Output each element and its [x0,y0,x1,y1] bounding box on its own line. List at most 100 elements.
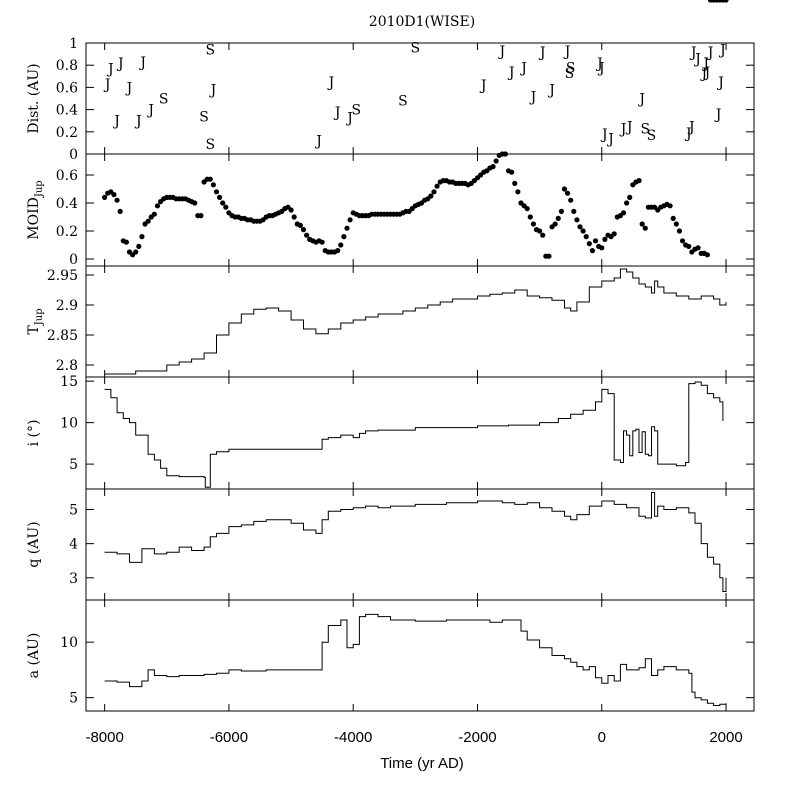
y-tick-label: 0.2 [56,125,78,141]
data-point [502,151,509,157]
encounter-marker-J: J [112,114,120,130]
y-axis-label-a: a (AU) [26,633,42,679]
data-point [335,248,341,254]
encounter-marker-J: J [116,56,124,72]
encounter-marker-S: S [199,109,209,125]
encounter-marker-S: S [398,94,408,110]
data-point [524,206,530,212]
data-point [580,228,586,234]
encounter-marker-J: J [314,134,322,150]
encounter-marker-J: J [684,126,692,142]
encounter-marker-S: S [411,40,421,56]
data-point [288,207,294,213]
data-point [338,242,344,248]
encounter-marker-J: J [106,62,114,78]
data-point [620,210,627,216]
data-point [154,203,161,209]
data-point [636,178,642,184]
y-tick-label: 0.4 [56,103,78,119]
encounter-marker-J: J [625,119,633,135]
data-point [192,200,198,206]
data-point [509,169,515,175]
y-axis-label-text: a (AU) [26,633,42,679]
data-point [217,194,223,200]
y-axis-label-text: T [26,325,42,335]
data-point [428,193,434,199]
encounter-marker-J: J [693,52,701,68]
data-point [527,214,533,220]
data-point [341,234,347,240]
y-tick-label: 0.2 [56,224,78,240]
encounter-marker-J: J [479,78,487,94]
data-point [686,243,692,249]
data-point [139,234,145,240]
data-point [136,243,142,249]
encounter-marker-J: J [507,65,515,81]
x-tick-label: -4000 [334,729,372,746]
data-point [151,211,157,217]
data-point [319,239,325,245]
panel-a: 5 10 a (AU) [26,599,755,712]
encounter-marker-J: J [134,114,142,130]
data-point [639,221,645,227]
data-point [434,183,440,189]
data-point [123,239,129,245]
data-point [611,231,617,237]
encounter-marker-J: J [619,121,627,137]
panel-frame [85,599,755,712]
data-point [624,200,630,206]
data-point [723,0,729,3]
encounter-marker-J: J [519,60,527,76]
encounter-marker-J: J [706,45,714,61]
y-tick-label: 10 [60,416,78,432]
y-tick-label: 0 [69,252,78,268]
panel-frame [85,376,755,490]
encounter-marker-J: J [600,127,608,143]
encounter-marker-J: J [529,89,537,105]
y-tick-label: 0 [69,147,78,163]
encounter-marker-J: J [125,80,133,96]
data-point [583,234,589,240]
data-point [627,194,633,200]
y-tick-label: 10 [60,635,78,651]
data-point [589,248,596,254]
encounter-marker-J: J [701,56,709,72]
encounter-marker-J: J [345,110,353,126]
data-point [490,164,496,170]
data-point [291,214,297,220]
panel-q: 3 4 5 q (AU) [26,488,755,601]
encounter-marker-J: J [637,92,645,108]
data-point [111,192,117,198]
x-axis-label: Time (yr AD) [380,755,464,772]
y-axis-label-incl: i (°) [26,420,42,447]
encounter-marker-S: S [565,66,575,82]
data-point [561,186,568,192]
data-point [695,245,701,251]
data-point [431,189,437,195]
data-point [673,221,679,227]
data-point [676,228,683,234]
x-tick-label: -6000 [210,729,248,746]
panel-incl: 5 10 15 i (°) [26,374,755,490]
y-tick-label: 1 [69,36,78,52]
encounter-marker-S: S [205,43,215,59]
panel-tjup: 2.8 2.85 2.9 2.95 TJup [26,265,755,378]
x-tick-label: 2000 [709,729,742,746]
x-tick-label: 0 [598,729,606,746]
data-point [571,208,577,214]
data-point [145,218,151,224]
series-line-tjup [104,268,727,375]
y-axis-label-subscript: Jup [34,308,45,326]
x-tick-label: -2000 [458,729,496,746]
data-point [303,232,310,238]
encounter-marker-S: S [647,128,657,144]
encounter-marker-J: J [595,56,603,72]
data-point [599,245,605,251]
panel-frame [85,153,755,267]
y-axis-label-text: q (AU) [26,521,42,567]
data-point [210,182,216,188]
encounter-marker-J: J [606,131,614,147]
